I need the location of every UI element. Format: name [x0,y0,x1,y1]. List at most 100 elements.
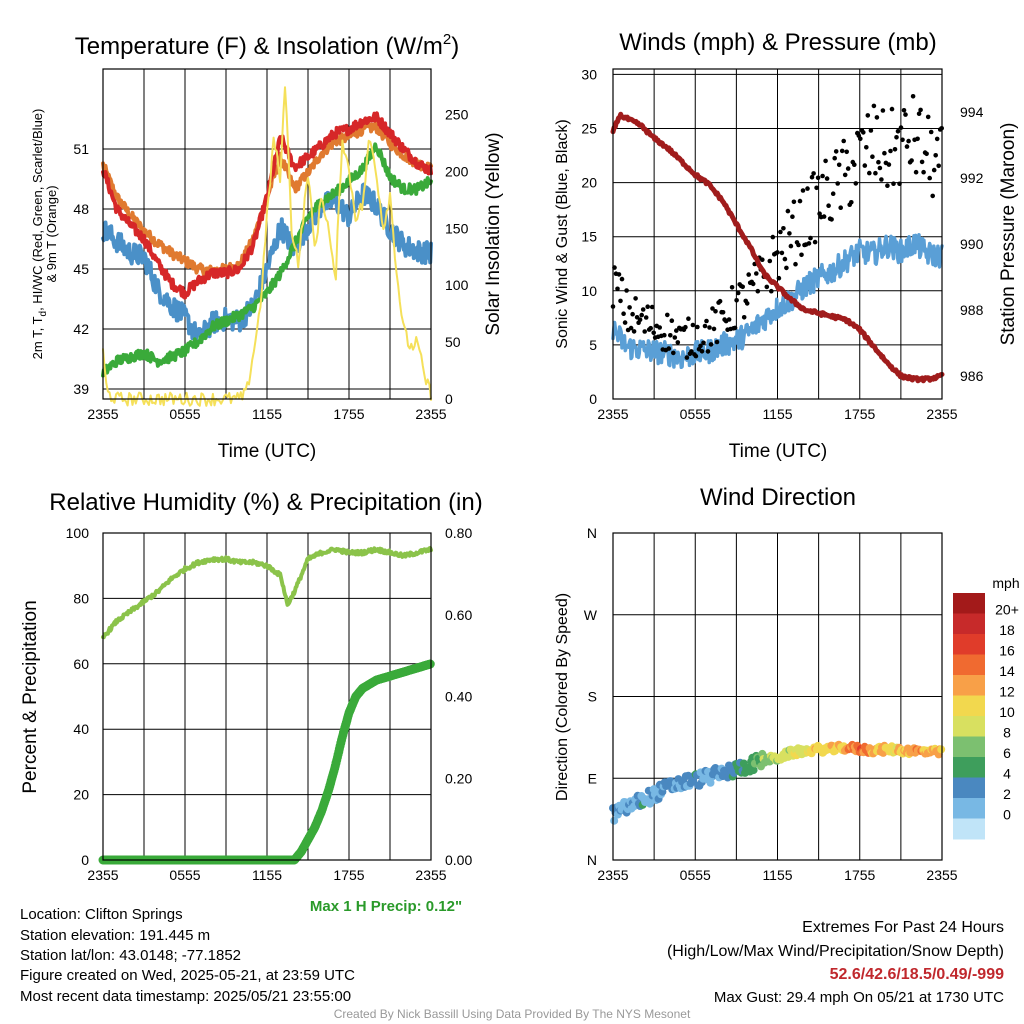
y-tick-label-left: N [587,525,597,541]
y-tick-label-right: 50 [445,334,461,350]
x-axis-title: Time (UTC) [218,441,317,462]
extremes-title: Extremes For Past 24 Hours [802,919,1004,936]
y-axis-title-left-line2: & 9m T (Orange) [44,185,59,282]
gust-point [886,162,892,167]
gust-point [699,349,705,354]
gust-point [627,305,632,310]
plot-border [102,532,432,861]
x-tick-label: 1755 [333,406,364,422]
direction-point [610,816,619,825]
gust-point [913,169,919,175]
gust-point [788,243,794,249]
gust-point [622,320,628,325]
y-tick-label-right: 0 [445,391,453,407]
gust-point [760,257,765,263]
gust-point [624,288,629,293]
gust-point [621,311,626,317]
gust-point [812,239,818,245]
gust-point [891,181,896,186]
y-tick-label-right: 100 [445,277,469,293]
gust-point [889,106,895,112]
gust-point [643,315,649,320]
gust-point [750,281,756,287]
y-tick-label-left: 0 [589,391,597,407]
y-axis-title-left: 2m T, Td, HI/WC (Red, Green, Scarlet/Blu… [30,109,49,360]
gust-point [800,188,806,193]
y-tick-label-left: 30 [581,66,597,82]
ylabel-subscript: d [38,311,49,317]
gust-point [628,325,634,331]
legend-label: 6 [1003,745,1011,761]
x-tick-label: 2355 [87,867,118,883]
gust-point [708,342,714,347]
gust-point [924,151,929,157]
gust-point [705,349,711,354]
gust-point [671,350,676,356]
gust-point [874,115,880,120]
gust-point [861,130,866,135]
chart-title: Winds (mph) & Pressure (mb) [619,29,936,56]
y-tick-label-left: E [588,770,597,786]
gust-point [729,285,735,290]
y-tick-label-left: 60 [73,656,89,672]
chart-title: Wind Direction [700,484,856,511]
chart-title: Relative Humidity (%) & Precipitation (i… [49,489,482,516]
gust-point [631,329,637,334]
gust-point [844,149,849,155]
gust-point [879,177,884,182]
direction-points [609,740,946,825]
gust-point [787,231,792,236]
gust-point [648,325,653,331]
gust-point [797,198,803,204]
gust-point [776,275,782,281]
gust-point [665,312,670,318]
gust-point [849,200,854,205]
gust-point [877,165,883,171]
gust-point [814,185,819,191]
gust-point [903,112,908,117]
gust-point [701,340,706,346]
y-tick-label-left: 42 [73,321,89,337]
gust-point [683,324,688,330]
gust-point [616,272,622,277]
gust-point [885,183,890,188]
y-tick-label-left: 45 [73,261,89,277]
temperature-panel: 2355 0555 1155 1755 2355 39 42 45 48 51 0 50 100 150 2… [30,31,504,462]
gust-point [784,265,789,271]
gust-point [686,316,691,322]
gust-point [714,339,720,345]
y-tick-label-left: 0 [81,852,89,868]
gust-point [842,172,848,178]
legend-swatch [953,736,985,758]
gust-point [805,186,810,191]
x-tick-label: 2355 [415,867,446,883]
gust-point [689,349,694,354]
winds-panel: 2355 0555 1155 1755 235505101520253098698899… [554,29,1019,462]
gust-point [838,205,843,210]
gust-point [858,136,863,142]
title-end: ) [451,33,459,60]
gust-point [933,153,938,158]
legend-label: 18 [999,622,1015,638]
gust-point [651,330,656,336]
y-tick-label-right: 992 [960,170,984,186]
pressure-line [610,111,945,384]
x-tick-label: 1155 [252,406,282,422]
gust-point [867,170,872,176]
y-tick-label-left: 100 [66,525,90,541]
x-tick-label: 1155 [762,406,792,422]
ylabel-part: 2m T, T [30,316,45,359]
y-tick-label-right: 0.80 [445,525,472,541]
gust-point [633,296,638,301]
gust-point [823,158,828,164]
gust-point [900,137,905,143]
gust-point [754,271,759,276]
gust-point [830,191,836,196]
title-superscript: 2 [443,31,451,48]
humidity-panel: 2355 0555 1155 1755 23550204060801000.000.20… [20,489,483,915]
gust-point [897,181,902,187]
legend-swatch [953,716,985,737]
gust-point [639,312,644,318]
gust-point [735,290,741,296]
